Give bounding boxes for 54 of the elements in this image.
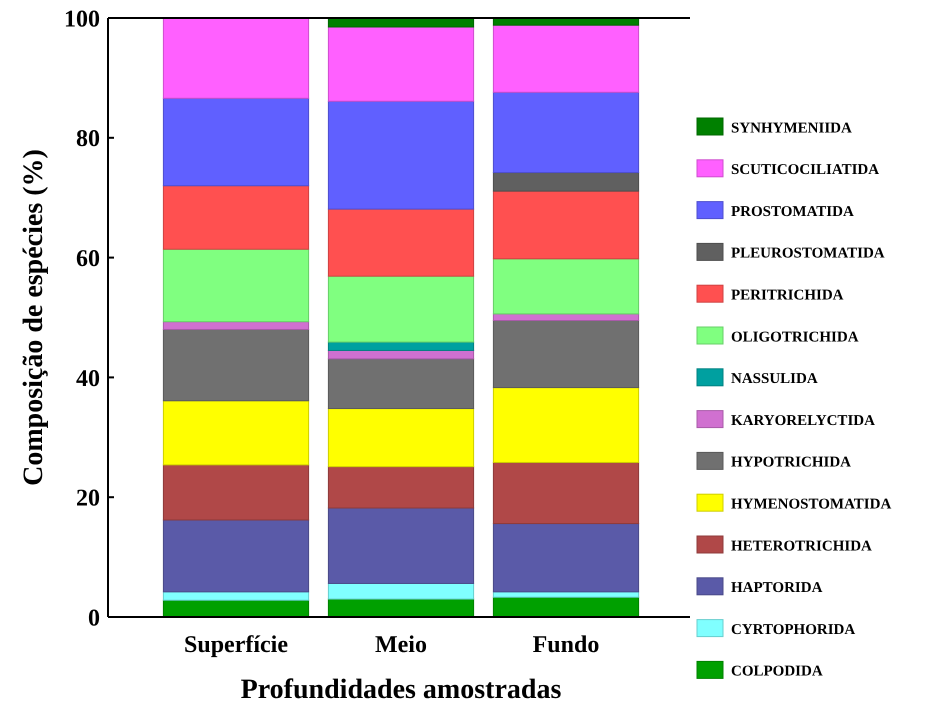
bar bbox=[492, 387, 640, 463]
bar bbox=[162, 519, 310, 592]
legend-label: SYNHYMENIIDA bbox=[731, 120, 852, 136]
bar bbox=[162, 328, 310, 402]
bar bbox=[162, 464, 310, 520]
bar bbox=[492, 258, 640, 314]
legend-label: NASSULIDA bbox=[731, 371, 818, 388]
bar bbox=[492, 92, 640, 174]
bar bbox=[162, 248, 310, 322]
legend-label: PROSTOMATIDA bbox=[731, 204, 854, 220]
legend-label: PERITRICHIDA bbox=[731, 287, 844, 304]
bar bbox=[328, 507, 474, 584]
legend-label: PLEUROSTOMATIDA bbox=[731, 246, 885, 262]
bar bbox=[328, 276, 474, 343]
bar bbox=[328, 350, 474, 360]
legend-label: KARYORELYCTIDA bbox=[731, 412, 876, 429]
bar bbox=[492, 320, 640, 388]
bar bbox=[328, 408, 474, 468]
legend-label: OLIGOTRICHIDA bbox=[731, 329, 859, 346]
legend-label: COLPODIDA bbox=[731, 664, 823, 680]
bar bbox=[492, 462, 640, 524]
legend-label: HAPTORIDA bbox=[731, 580, 823, 596]
bar bbox=[162, 18, 310, 99]
y-tick-label: 80 bbox=[76, 126, 100, 152]
y-tick-label: 0 bbox=[88, 605, 100, 632]
bar bbox=[328, 208, 474, 277]
bar bbox=[492, 190, 640, 260]
bar bbox=[162, 185, 310, 250]
bar bbox=[328, 342, 474, 351]
y-axis-title: Composição de espécies (%) bbox=[18, 149, 49, 486]
legend-label: HYPOTRICHIDA bbox=[731, 454, 852, 471]
y-tick-label: 60 bbox=[76, 246, 100, 272]
x-axis-title: Profundidades amostradas bbox=[240, 674, 562, 704]
legend-label: HYMENOSTOMATIDA bbox=[731, 496, 892, 512]
y-tick-label: 20 bbox=[76, 486, 100, 512]
bar bbox=[328, 466, 474, 508]
legend-label: HETEROTRICHIDA bbox=[731, 538, 872, 554]
bar bbox=[162, 321, 310, 330]
y-tick-label: 100 bbox=[64, 6, 100, 32]
legend-label: SCUTICOCILIATIDA bbox=[731, 162, 880, 178]
bar bbox=[328, 582, 474, 600]
bar bbox=[328, 26, 474, 102]
x-tick-label: Superfície bbox=[184, 632, 288, 658]
bar bbox=[162, 98, 310, 186]
y-tick-label: 40 bbox=[76, 366, 100, 392]
bar bbox=[162, 400, 310, 466]
bar bbox=[328, 358, 474, 410]
bar bbox=[492, 24, 640, 93]
x-tick-label: Meio bbox=[375, 632, 427, 658]
bar bbox=[492, 172, 640, 192]
legend-label: CYRTOPHORIDA bbox=[731, 622, 856, 638]
bar bbox=[492, 523, 640, 592]
x-tick-label: Fundo bbox=[532, 632, 600, 658]
bar bbox=[328, 100, 474, 210]
